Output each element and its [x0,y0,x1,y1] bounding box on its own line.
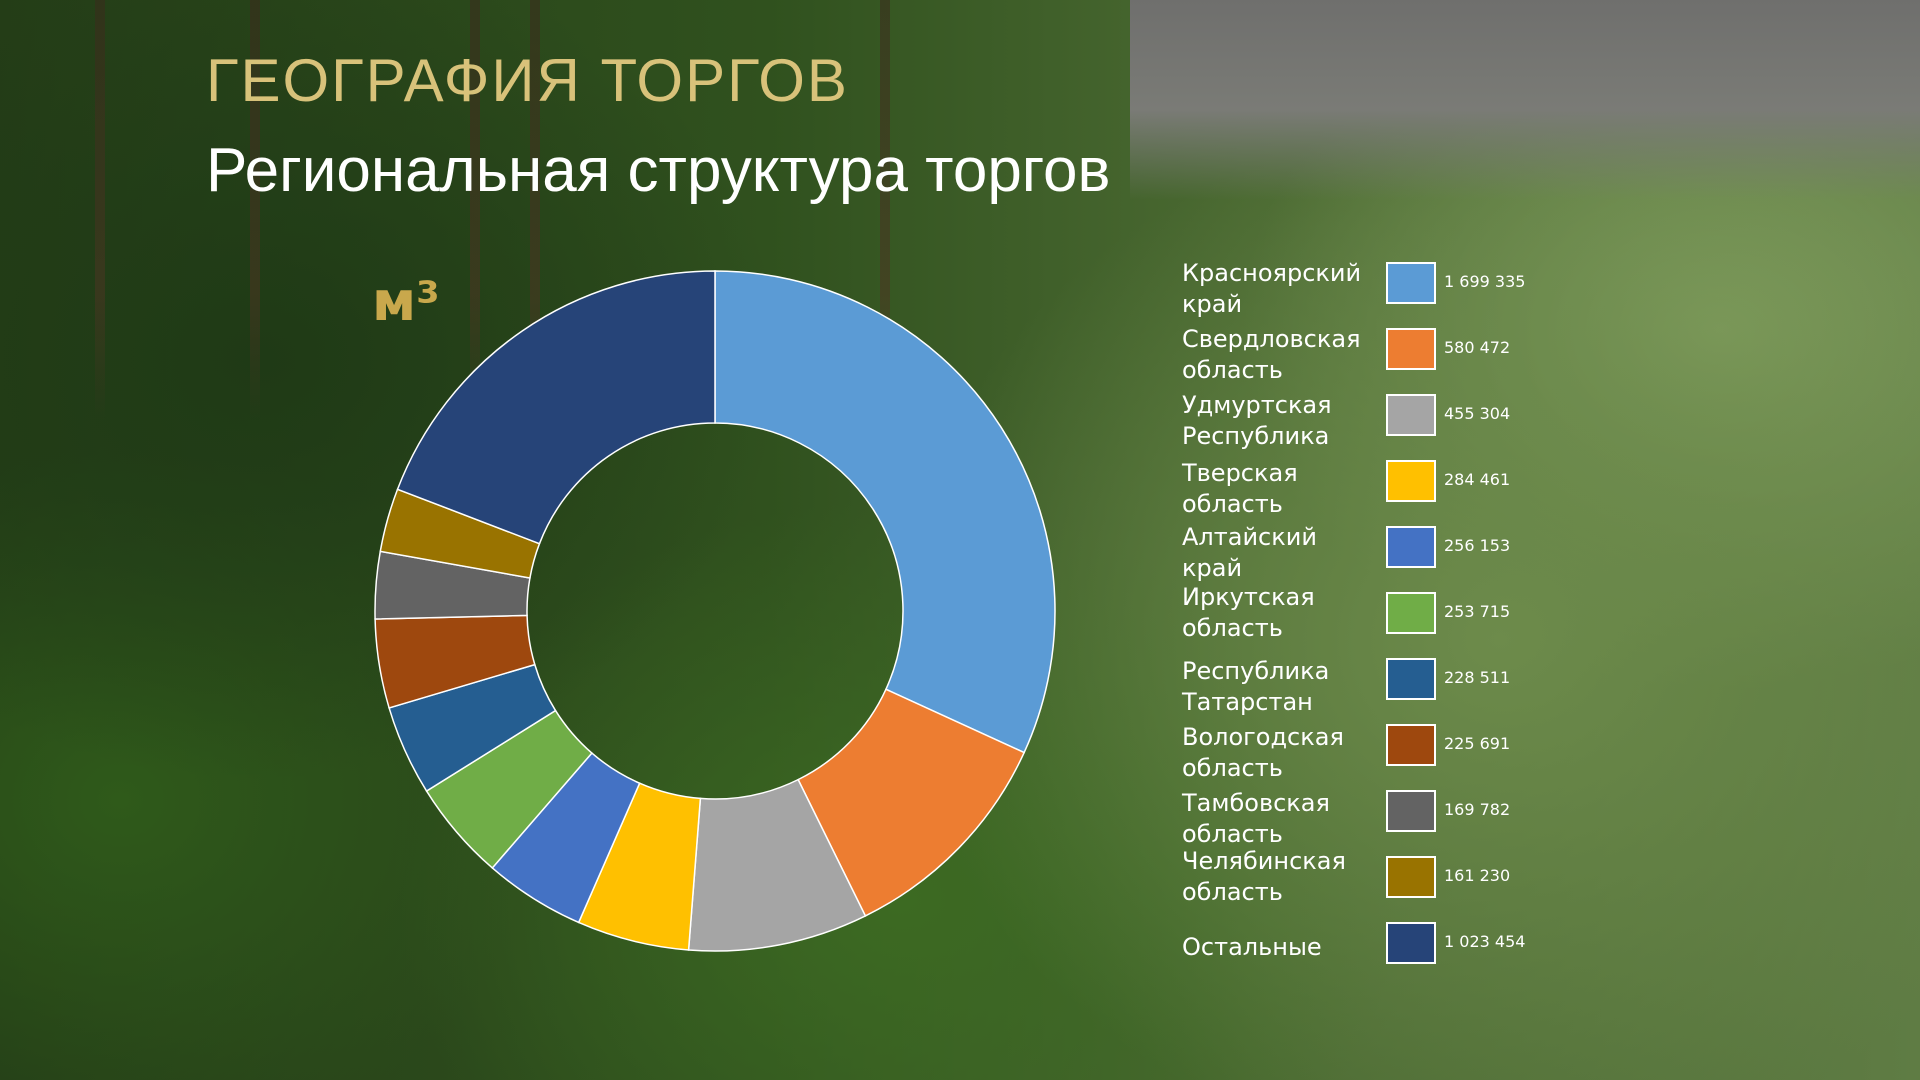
donut-slice [714,270,1056,754]
legend-swatch [1386,922,1436,964]
legend-swatch [1386,724,1436,766]
legend-swatch [1386,394,1436,436]
legend-swatch [1386,592,1436,634]
legend-label: Республика Татарстан [1182,657,1330,716]
page-subtitle: Региональная структура торгов [206,136,1111,205]
donut-chart [374,270,1056,952]
legend-value: 1 023 454 [1444,932,1526,951]
legend-swatch [1386,658,1436,700]
tree-trunk [95,0,105,420]
legend-swatch [1386,460,1436,502]
unit-label: м³ [372,270,440,333]
legend-value: 169 782 [1444,800,1511,819]
legend-swatch [1386,790,1436,832]
legend-label: Челябинская область [1182,847,1346,906]
legend-value: 580 472 [1444,338,1511,357]
legend-swatch [1386,526,1436,568]
legend-label: Красноярский край [1182,259,1362,318]
legend-value: 256 153 [1444,536,1511,555]
legend-label: Тверская область [1182,459,1298,518]
chart-legend: Красноярский край 1 699 335 Свердловская о… [1182,259,1602,982]
legend-value: 253 715 [1444,602,1511,621]
legend-swatch [1386,856,1436,898]
legend-swatch [1386,328,1436,370]
tree-trunk [880,0,890,420]
legend-value: 161 230 [1444,866,1511,885]
tree-trunk [250,0,260,420]
legend-label: Иркутская область [1182,583,1315,642]
legend-value: 228 511 [1444,668,1511,687]
legend-value: 284 461 [1444,470,1511,489]
legend-label: Вологодская область [1182,723,1344,782]
legend-label: Остальные [1182,933,1322,961]
legend-label: Алтайский край [1182,523,1317,582]
tree-trunk [470,0,480,420]
legend-value: 1 699 335 [1444,272,1526,291]
legend-value: 455 304 [1444,404,1511,423]
tree-trunk [530,0,540,420]
page-title: ГЕОГРАФИЯ ТОРГОВ [206,47,849,114]
legend-swatch [1386,262,1436,304]
legend-label: Свердловская область [1182,325,1361,384]
legend-label: Удмуртская Республика [1182,391,1332,450]
legend-label: Тамбовская область [1182,789,1330,848]
donut-slice [396,270,716,545]
legend-value: 225 691 [1444,734,1511,753]
